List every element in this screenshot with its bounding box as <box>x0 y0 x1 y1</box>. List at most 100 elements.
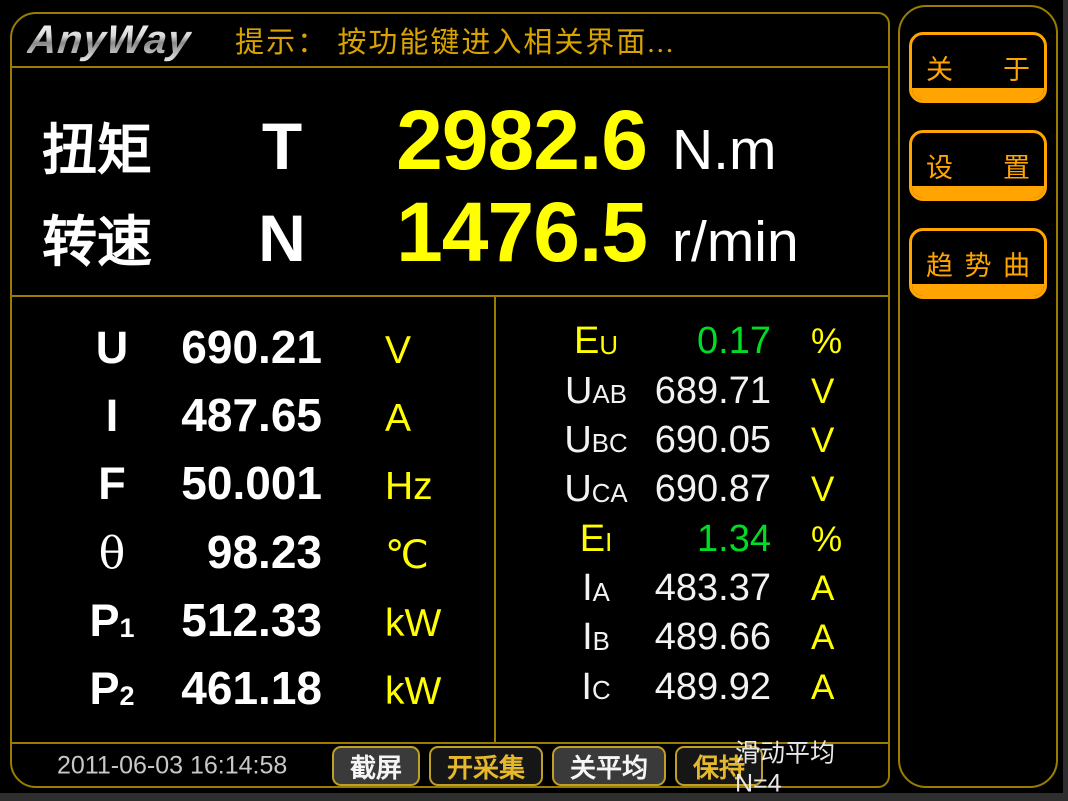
power2-row: P2 461.18 kW <box>12 661 494 715</box>
voltage-symbol: U <box>95 322 129 374</box>
frequency-label: F <box>62 458 162 510</box>
power2-subscript: 2 <box>119 681 135 712</box>
torque-readout-row: 扭矩 T 2982.6 N.m <box>12 92 888 187</box>
average-off-button[interactable]: 关平均 <box>552 746 667 786</box>
voltage-ab-subscript: AB <box>592 381 627 410</box>
voltage-bc-unit: V <box>811 420 835 460</box>
bezel-bottom-edge <box>0 793 1068 801</box>
voltage-unbalance-value: 0.17 <box>697 320 771 363</box>
voltage-ca-value: 690.87 <box>654 468 771 511</box>
current-b-value: 489.66 <box>654 616 771 659</box>
voltage-unbalance-unit: % <box>811 322 843 362</box>
speed-symbol: N <box>258 201 306 275</box>
screenshot-button[interactable]: 截屏 <box>332 746 421 786</box>
current-unbalance-unit: % <box>811 519 843 559</box>
current-c-subscript: C <box>591 677 611 706</box>
power1-symbol: P <box>89 594 120 646</box>
trend-curve-button[interactable]: 趋势曲线 <box>909 228 1047 299</box>
speed-unit: r/min <box>672 210 799 274</box>
primary-readouts: 扭矩 T 2982.6 N.m 转速 N 1476.5 r/min <box>12 70 888 295</box>
temperature-label: θ <box>62 528 162 579</box>
current-a-row: IA 483.37 A <box>496 567 888 610</box>
bottom-bar: 2011-06-03 16:14:58 截屏 开采集 关平均 保持 滑动平均 N… <box>12 740 888 798</box>
voltage-ab-row: UAB 689.71 V <box>496 370 888 413</box>
about-button[interactable]: 关于 <box>909 32 1047 103</box>
divider-vertical <box>494 295 496 742</box>
torque-unit: N.m <box>672 118 777 182</box>
current-b-unit: A <box>811 618 835 658</box>
voltage-bc-value: 690.05 <box>654 418 771 461</box>
settings-button[interactable]: 设置 <box>909 130 1047 201</box>
divider-horizontal-top <box>12 295 888 297</box>
trend-curve-button-base-bar <box>912 284 1044 296</box>
current-b-row: IB 489.66 A <box>496 616 888 659</box>
frequency-value: 50.001 <box>181 457 322 510</box>
current-c-label: IC <box>546 666 646 709</box>
voltage-ca-unit: V <box>811 470 835 510</box>
current-b-subscript: B <box>592 627 610 656</box>
voltage-ca-label: UCA <box>546 468 646 511</box>
about-button-base-bar <box>912 88 1044 100</box>
voltage-ca-symbol: U <box>564 468 592 511</box>
voltage-row: U 690.21 V <box>12 320 494 374</box>
phase-detail-panel: EU 0.17 % UAB 689.71 V UBC 690.05 V UCA … <box>496 297 888 742</box>
current-c-row: IC 489.92 A <box>496 666 888 709</box>
voltage-label: U <box>62 322 162 374</box>
current-symbol: I <box>105 390 119 442</box>
about-button-label: 关于 <box>926 55 1030 85</box>
current-row: I 487.65 A <box>12 388 494 442</box>
power1-row: P1 512.33 kW <box>12 593 494 647</box>
settings-button-label: 设置 <box>926 153 1030 183</box>
voltage-bc-symbol: U <box>564 418 592 461</box>
voltage-bc-subscript: BC <box>591 430 628 459</box>
temperature-symbol: θ <box>98 527 126 579</box>
sliding-average-status: 滑动平均 N=4 <box>735 739 836 798</box>
voltage-unbalance-subscript: U <box>599 331 618 360</box>
timestamp: 2011-06-03 16:14:58 <box>57 751 288 780</box>
current-a-value: 483.37 <box>654 567 771 610</box>
current-unit: A <box>385 397 412 441</box>
speed-readout-row: 转速 N 1476.5 r/min <box>12 184 888 279</box>
frequency-row: F 50.001 Hz <box>12 456 494 510</box>
current-a-subscript: A <box>592 578 610 607</box>
current-c-symbol: I <box>581 665 592 708</box>
power2-unit: kW <box>385 669 442 713</box>
power2-symbol: P <box>89 662 120 714</box>
frequency-symbol: F <box>98 458 126 510</box>
current-c-unit: A <box>811 667 835 707</box>
voltage-unit: V <box>385 329 412 373</box>
power1-unit: kW <box>385 601 442 645</box>
voltage-ab-symbol: U <box>565 369 593 412</box>
divider-horizontal-bottom <box>12 742 888 744</box>
current-unbalance-symbol: E <box>579 517 606 560</box>
voltage-ab-label: UAB <box>546 370 646 413</box>
top-bar: AnyWay 提示： 按功能键进入相关界面... <box>12 14 888 68</box>
main-panel-frame: AnyWay 提示： 按功能键进入相关界面... 扭矩 T 2982.6 N.m… <box>10 12 890 798</box>
torque-name: 扭矩 <box>42 119 153 181</box>
voltage-ca-row: UCA 690.87 V <box>496 468 888 511</box>
start-capture-button[interactable]: 开采集 <box>429 746 544 786</box>
temperature-row: θ 98.23 ℃ <box>12 525 494 579</box>
voltage-bc-row: UBC 690.05 V <box>496 419 888 462</box>
anyway-logo: AnyWay <box>25 17 194 62</box>
current-unbalance-row: EI 1.34 % <box>496 518 888 561</box>
current-c-value: 489.92 <box>654 665 771 708</box>
speed-name: 转速 <box>42 211 153 273</box>
current-a-symbol: I <box>582 567 593 610</box>
power2-label: P2 <box>62 663 162 715</box>
power2-value: 461.18 <box>181 661 322 714</box>
electrical-summary-panel: U 690.21 V I 487.65 A F 50.001 Hz θ 98.2… <box>12 297 494 742</box>
sidebar: 关于 设置 趋势曲线 <box>898 5 1058 788</box>
speed-value: 1476.5 <box>396 185 648 279</box>
current-unbalance-value: 1.34 <box>697 517 771 560</box>
power1-subscript: 1 <box>119 613 135 644</box>
voltage-unbalance-label: EU <box>546 320 646 363</box>
current-unbalance-label: EI <box>546 518 646 561</box>
trend-curve-button-label: 趋势曲线 <box>926 251 1030 296</box>
hint-text: 提示： 按功能键进入相关界面... <box>235 27 676 59</box>
current-value: 487.65 <box>181 389 322 442</box>
footer-button-group: 截屏 开采集 关平均 保持 <box>332 746 764 786</box>
voltage-unbalance-symbol: E <box>573 320 600 363</box>
voltage-ab-value: 689.71 <box>654 369 771 412</box>
hold-button[interactable]: 保持 <box>675 746 764 786</box>
